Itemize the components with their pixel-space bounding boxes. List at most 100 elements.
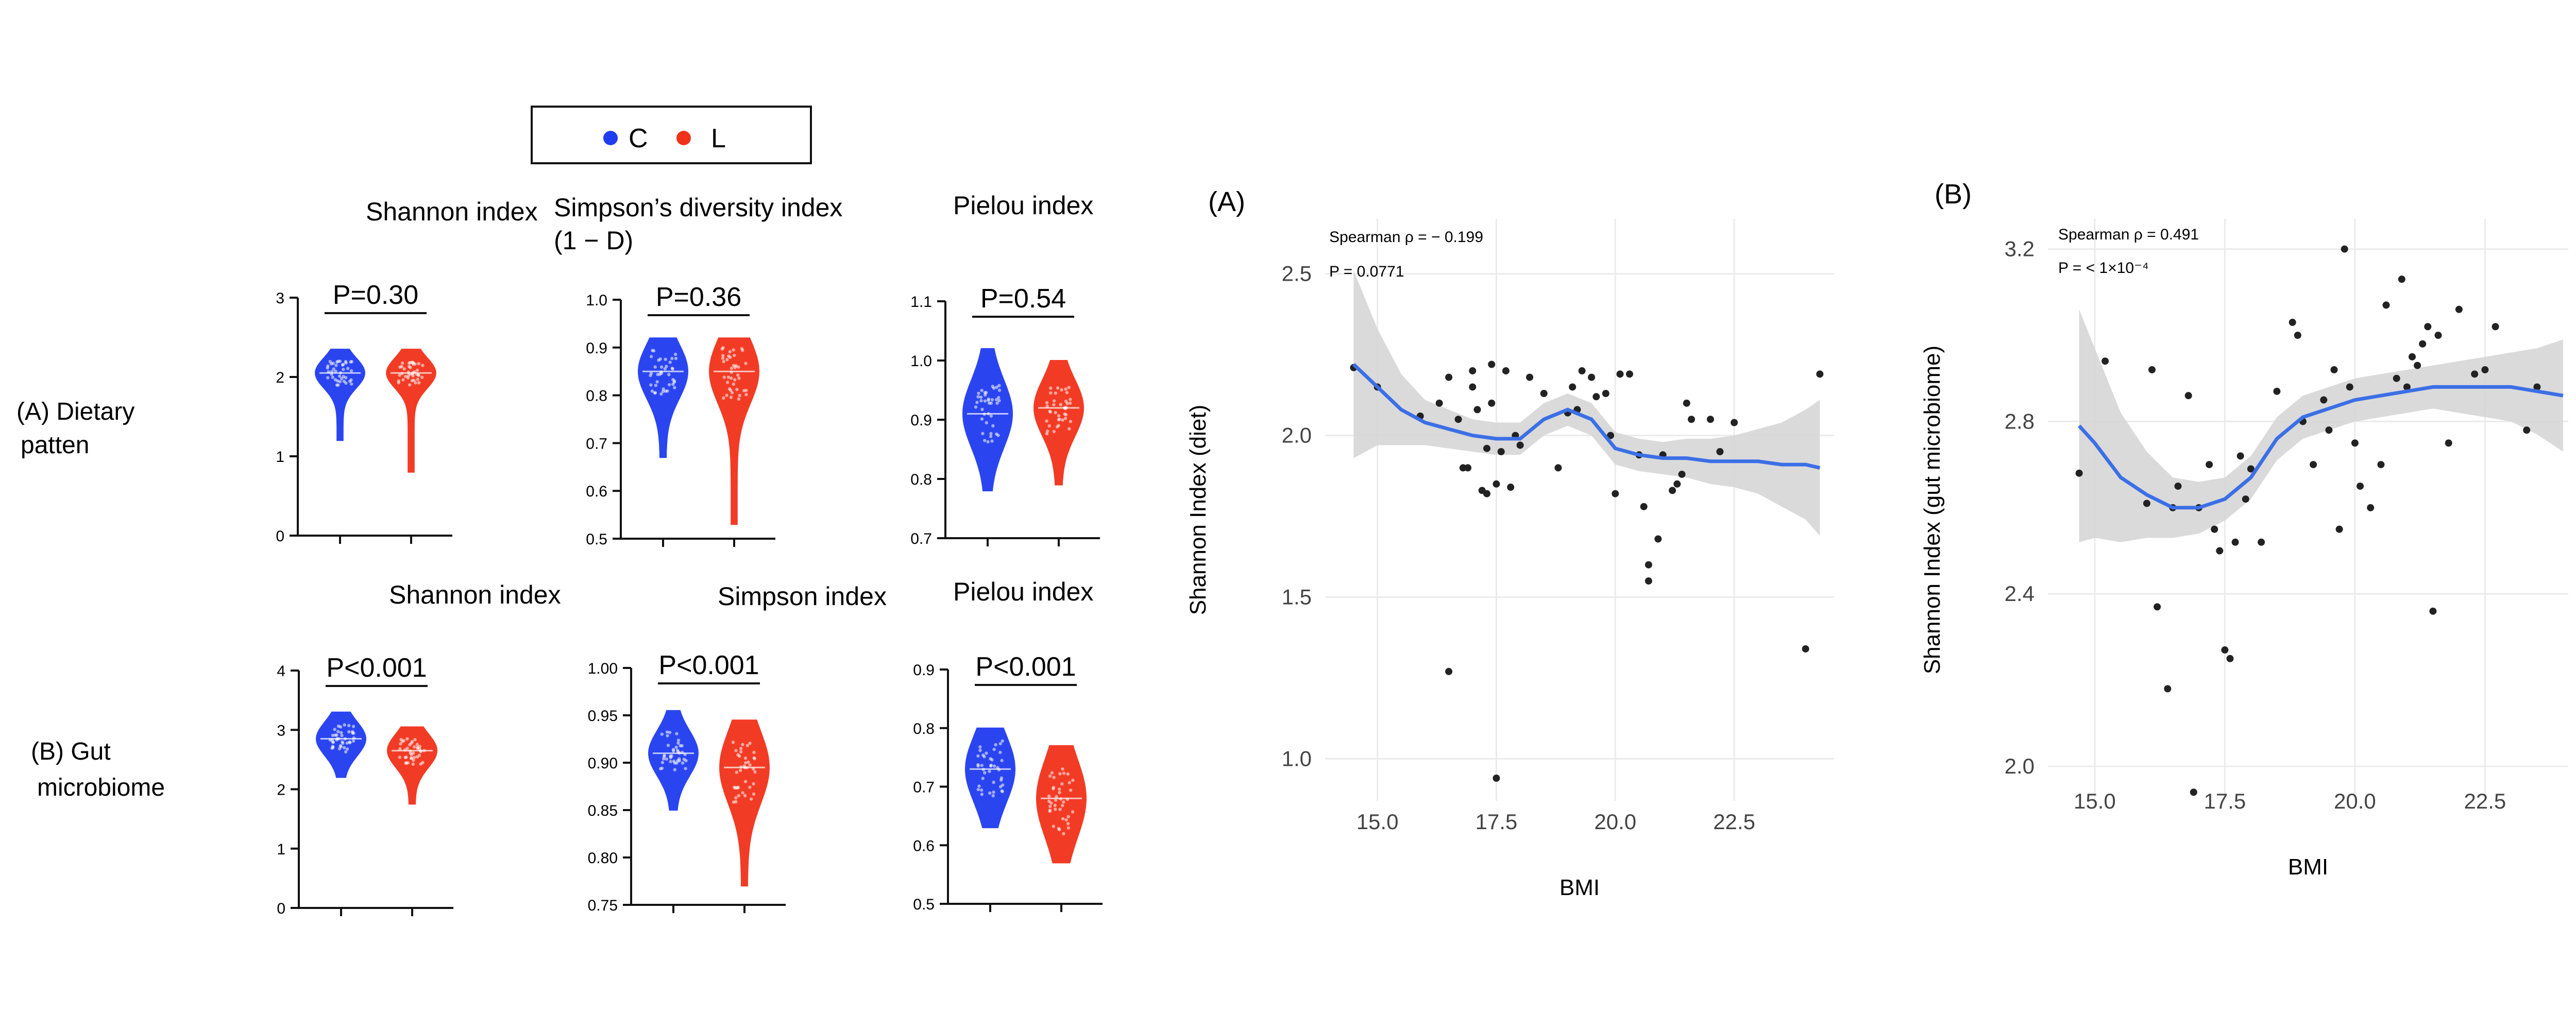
violin-point	[1057, 828, 1061, 832]
y-tick-label: 2.0	[2005, 754, 2035, 778]
violin-point	[341, 740, 344, 744]
data-point	[1473, 406, 1481, 414]
violin-point	[411, 762, 415, 766]
violin-point	[974, 405, 978, 409]
violin-c	[962, 348, 1013, 491]
violin-point	[410, 757, 413, 760]
data-point	[1645, 577, 1652, 585]
data-point	[2294, 332, 2301, 339]
violin-point	[985, 751, 988, 755]
violin-point	[747, 760, 750, 764]
data-point	[2523, 426, 2531, 434]
y-tick-label: 0.7	[913, 779, 935, 796]
violin-point	[351, 725, 355, 728]
violin-l	[719, 719, 770, 887]
violin-point	[1058, 808, 1062, 811]
violin-point	[744, 362, 748, 365]
row-label-a-line2: patten	[21, 432, 89, 459]
data-point	[1669, 487, 1676, 494]
data-point	[1640, 503, 1648, 510]
violin-point	[736, 373, 740, 377]
violin-point	[1001, 783, 1005, 787]
violin-point	[741, 743, 744, 747]
data-point	[1464, 464, 1472, 472]
data-point	[1592, 393, 1600, 401]
violin-point	[659, 767, 663, 770]
violin-point	[987, 397, 991, 401]
violin-point	[1064, 413, 1068, 417]
violin-point	[667, 373, 671, 376]
y-tick-label: 2.8	[2005, 409, 2035, 433]
violin-point	[397, 379, 401, 383]
y-tick-label: 2	[277, 782, 285, 799]
data-point	[2247, 465, 2255, 473]
y-tick-label: 0.8	[910, 471, 932, 488]
violin-point	[981, 777, 985, 780]
y-tick-label: 1.1	[910, 294, 932, 311]
violin-point	[733, 378, 737, 382]
x-tick-label: 22.5	[1713, 810, 1755, 834]
violin-point	[402, 367, 406, 371]
violin-point	[403, 374, 408, 379]
data-point	[1683, 399, 1690, 407]
violin-point	[1056, 386, 1060, 390]
y-tick-label: 2.5	[1282, 262, 1312, 286]
violin-point	[733, 353, 736, 357]
violin-point	[662, 757, 666, 761]
violin-point	[743, 780, 748, 783]
row-label-a-line1: (A) Dietary	[16, 398, 134, 425]
violin-point	[676, 741, 680, 745]
violin-point	[737, 794, 740, 798]
y-tick-label: 0.85	[588, 802, 618, 819]
violin-panel-vA2: Simpson’s diversity index (1 − D) 0.5 0.6 0.…	[554, 193, 842, 548]
data-point	[2382, 301, 2390, 309]
violin-point	[659, 365, 664, 369]
violin-point	[990, 398, 994, 402]
data-point	[1616, 370, 1624, 378]
data-point	[2492, 323, 2499, 331]
violin-point	[1048, 809, 1052, 812]
violin-point	[1052, 399, 1056, 403]
violin-point	[1045, 429, 1049, 433]
violin-point	[738, 768, 742, 772]
y-tick-label: 2.4	[2005, 581, 2035, 606]
violin-point	[1069, 788, 1073, 792]
y-tick-label: 0.95	[588, 708, 618, 725]
data-point	[2258, 538, 2265, 546]
violin-point	[348, 740, 351, 744]
violin-point	[1065, 402, 1069, 405]
violin-point	[671, 367, 674, 371]
violin-point	[417, 373, 420, 377]
violin-point	[1045, 432, 1049, 436]
violin-point	[407, 365, 411, 368]
violin-point	[419, 762, 422, 766]
data-point	[2289, 318, 2296, 326]
violin-point	[680, 744, 684, 748]
violin-point	[659, 392, 663, 396]
violin-point	[995, 401, 999, 405]
violin-point	[1061, 767, 1064, 771]
violin-point	[989, 435, 993, 438]
spearman-annotation: Spearman ρ = − 0.199	[1329, 229, 1483, 246]
y-tick-label: 0.6	[586, 483, 607, 500]
p-value-label: P=0.36	[656, 282, 741, 312]
y-tick-label: 1.0	[1282, 746, 1312, 770]
confidence-band	[1353, 270, 1820, 536]
violin-point	[995, 385, 998, 389]
violin-point	[739, 750, 743, 754]
violin-point	[398, 747, 402, 751]
data-point	[1526, 373, 1534, 381]
violin-point	[1048, 804, 1052, 808]
violin-point	[1052, 785, 1056, 789]
violin-point	[666, 389, 669, 393]
violin-point	[661, 389, 665, 393]
violin-point	[752, 792, 756, 796]
violin-title: Pielou index	[953, 577, 1093, 606]
violin-point	[336, 724, 341, 728]
x-tick-label: 20.0	[1594, 810, 1636, 834]
violin-title: Pielou index	[953, 191, 1093, 220]
y-tick-label: 0.9	[913, 662, 935, 679]
violin-point	[980, 417, 984, 421]
data-point	[2434, 332, 2442, 339]
violin-point	[673, 386, 676, 389]
